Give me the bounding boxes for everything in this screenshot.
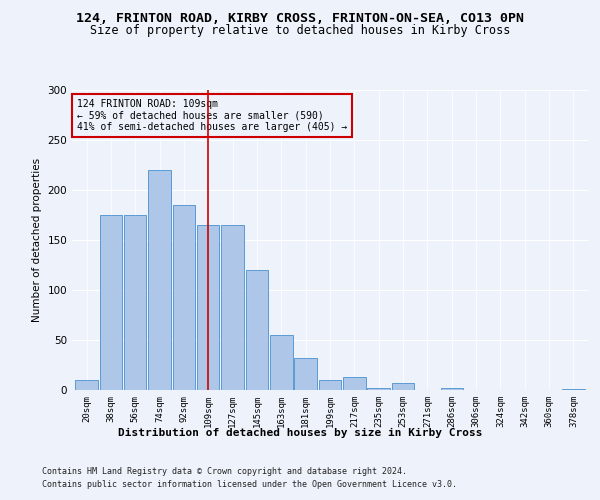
Bar — [221, 225, 244, 390]
Bar — [124, 215, 146, 390]
Bar — [367, 388, 390, 390]
Text: 124 FRINTON ROAD: 109sqm
← 59% of detached houses are smaller (590)
41% of semi-: 124 FRINTON ROAD: 109sqm ← 59% of detach… — [77, 99, 347, 132]
Bar — [319, 380, 341, 390]
Text: Distribution of detached houses by size in Kirby Cross: Distribution of detached houses by size … — [118, 428, 482, 438]
Bar — [197, 225, 220, 390]
Text: Size of property relative to detached houses in Kirby Cross: Size of property relative to detached ho… — [90, 24, 510, 37]
Y-axis label: Number of detached properties: Number of detached properties — [32, 158, 42, 322]
Bar — [562, 389, 584, 390]
Bar — [295, 358, 317, 390]
Text: 124, FRINTON ROAD, KIRBY CROSS, FRINTON-ON-SEA, CO13 0PN: 124, FRINTON ROAD, KIRBY CROSS, FRINTON-… — [76, 12, 524, 26]
Bar — [76, 380, 98, 390]
Bar — [148, 170, 171, 390]
Bar — [173, 205, 195, 390]
Bar — [270, 335, 293, 390]
Bar — [100, 215, 122, 390]
Bar — [440, 388, 463, 390]
Bar — [343, 377, 365, 390]
Text: Contains public sector information licensed under the Open Government Licence v3: Contains public sector information licen… — [42, 480, 457, 489]
Text: Contains HM Land Registry data © Crown copyright and database right 2024.: Contains HM Land Registry data © Crown c… — [42, 468, 407, 476]
Bar — [246, 270, 268, 390]
Bar — [392, 383, 414, 390]
